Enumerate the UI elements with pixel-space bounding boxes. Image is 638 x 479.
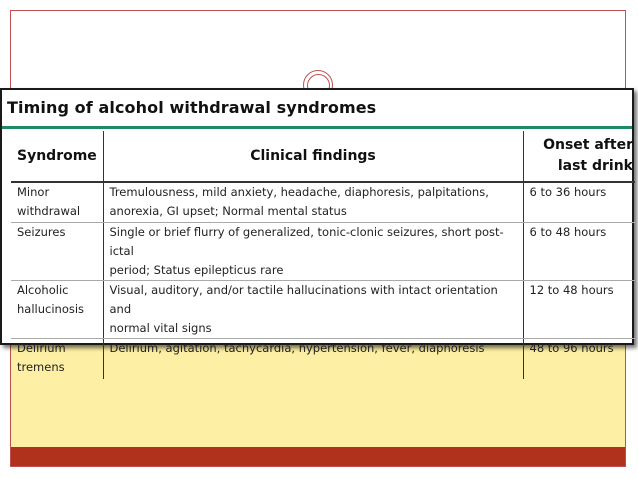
syndrome-line: withdrawal <box>17 204 81 218</box>
findings-line: Tremulousness, mild anxiety, headache, d… <box>109 185 489 199</box>
findings-line: Single or brief flurry of generalized, t… <box>109 224 504 258</box>
syndrome-cell: Seizures <box>11 222 104 281</box>
title-divider <box>2 126 632 129</box>
header-onset: Onset after last drink <box>523 131 635 183</box>
header-clinical-findings: Clinical findings <box>103 131 524 183</box>
syndrome-cell: Delirium tremens <box>11 338 104 379</box>
syndrome-line: tremens <box>17 359 65 374</box>
table-header-row: Syndrome Clinical findings Onset after l… <box>11 131 635 183</box>
findings-line: Delirium, agitation, tachycardia, hypert… <box>109 340 485 355</box>
findings-line: period; Status epilepticus rare <box>109 262 284 277</box>
onset-cell: 6 to 36 hours <box>523 182 635 223</box>
table-card: Timing of alcohol withdrawal syndromes S… <box>0 88 635 379</box>
findings-cell: Visual, auditory, and/or tactile halluci… <box>103 280 524 339</box>
table-row: Seizures Single or brief flurry of gener… <box>11 222 635 281</box>
syndrome-line: Seizures <box>17 224 66 239</box>
header-onset-line2: last drink <box>557 158 633 174</box>
findings-line: Visual, auditory, and/or tactile halluci… <box>109 282 498 316</box>
header-onset-line1: Onset after <box>543 137 633 153</box>
header-syndrome: Syndrome <box>11 131 104 183</box>
withdrawal-table: Syndrome Clinical findings Onset after l… <box>11 131 635 379</box>
table-row: Alcoholic hallucinosis Visual, auditory,… <box>11 280 635 339</box>
slide-footer-band <box>11 447 625 466</box>
table-row: Minor withdrawal Tremulousness, mild anx… <box>11 182 635 223</box>
findings-line: anorexia, GI upset; Normal mental status <box>109 204 347 218</box>
syndrome-line: Alcoholic <box>17 282 69 297</box>
findings-cell: Delirium, agitation, tachycardia, hypert… <box>103 338 524 379</box>
findings-cell: Tremulousness, mild anxiety, headache, d… <box>103 182 524 223</box>
syndrome-cell: Minor withdrawal <box>11 182 104 223</box>
onset-cell: 48 to 96 hours <box>529 340 614 355</box>
onset-cell: 6 to 48 hours <box>523 222 635 281</box>
syndrome-line: hallucinosis <box>17 301 85 316</box>
table-title: Timing of alcohol withdrawal syndromes <box>7 98 377 117</box>
syndrome-cell: Alcoholic hallucinosis <box>11 280 104 339</box>
syndrome-line: Minor <box>17 185 50 199</box>
table-row: Delirium tremens Delirium, agitation, ta… <box>11 338 635 379</box>
findings-cell: Single or brief flurry of generalized, t… <box>103 222 524 281</box>
onset-cell: 12 to 48 hours <box>523 280 635 339</box>
findings-line: normal vital signs <box>109 320 212 335</box>
syndrome-line: Delirium <box>17 340 66 355</box>
